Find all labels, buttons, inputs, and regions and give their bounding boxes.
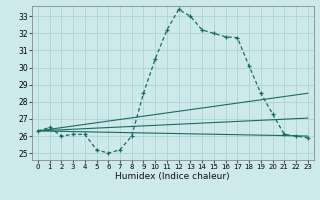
X-axis label: Humidex (Indice chaleur): Humidex (Indice chaleur)	[116, 172, 230, 181]
